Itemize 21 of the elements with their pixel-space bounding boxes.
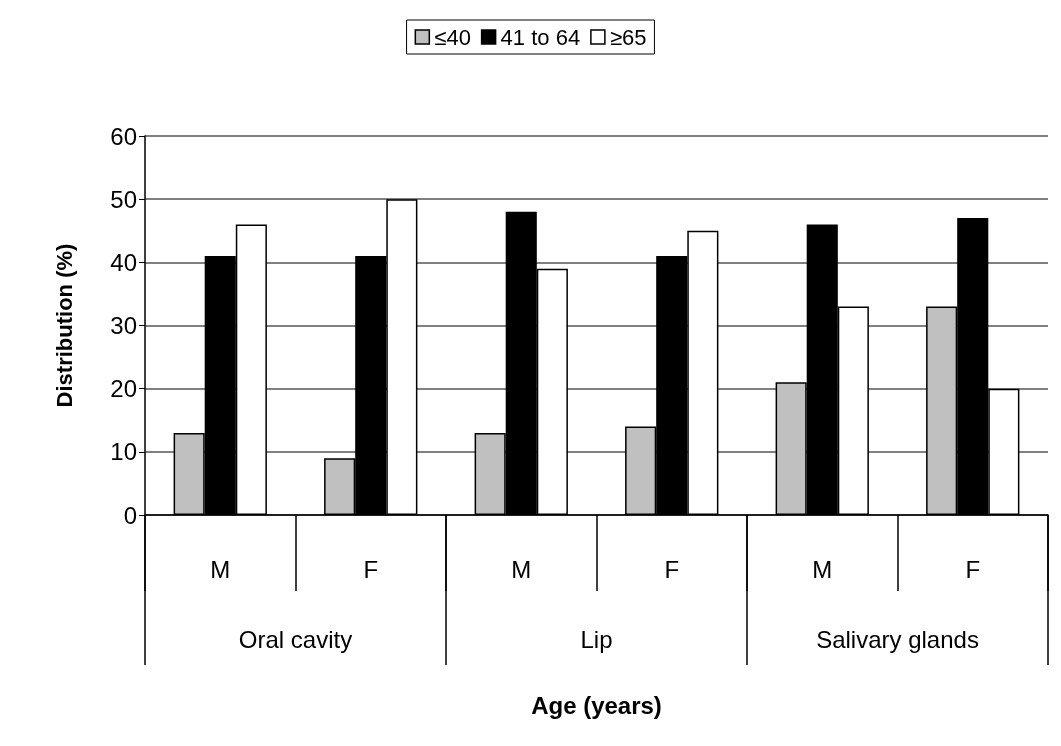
y-tick-label: 30 xyxy=(110,312,137,339)
text: Lip xyxy=(580,625,613,653)
x-tick-label: F xyxy=(664,555,680,583)
legend-label: ≥65 xyxy=(609,24,647,50)
x-axis-title: Age (years) xyxy=(531,691,662,719)
x-tick-label: F xyxy=(363,555,379,583)
legend-label: ≤40 xyxy=(434,24,471,50)
x-tick-label: M xyxy=(210,555,231,583)
y-tick-label: 60 xyxy=(110,122,137,150)
y-tick-label: 0 xyxy=(123,501,137,529)
x-tick-label: F xyxy=(965,555,981,583)
y-tick-label: 50 xyxy=(110,185,137,213)
y-axis-title: Distribution (%) xyxy=(51,243,77,408)
y-tick-label: 10 xyxy=(110,438,137,466)
x-tick-label: M xyxy=(511,555,532,583)
y-tick-label: 40 xyxy=(110,248,137,276)
text: Salivary glands xyxy=(816,625,979,653)
legend-label: 41 to 64 xyxy=(500,24,581,50)
x-tick-label: M xyxy=(812,555,833,583)
text: Oral cavity xyxy=(238,625,353,653)
y-tick-label: 20 xyxy=(110,375,137,403)
